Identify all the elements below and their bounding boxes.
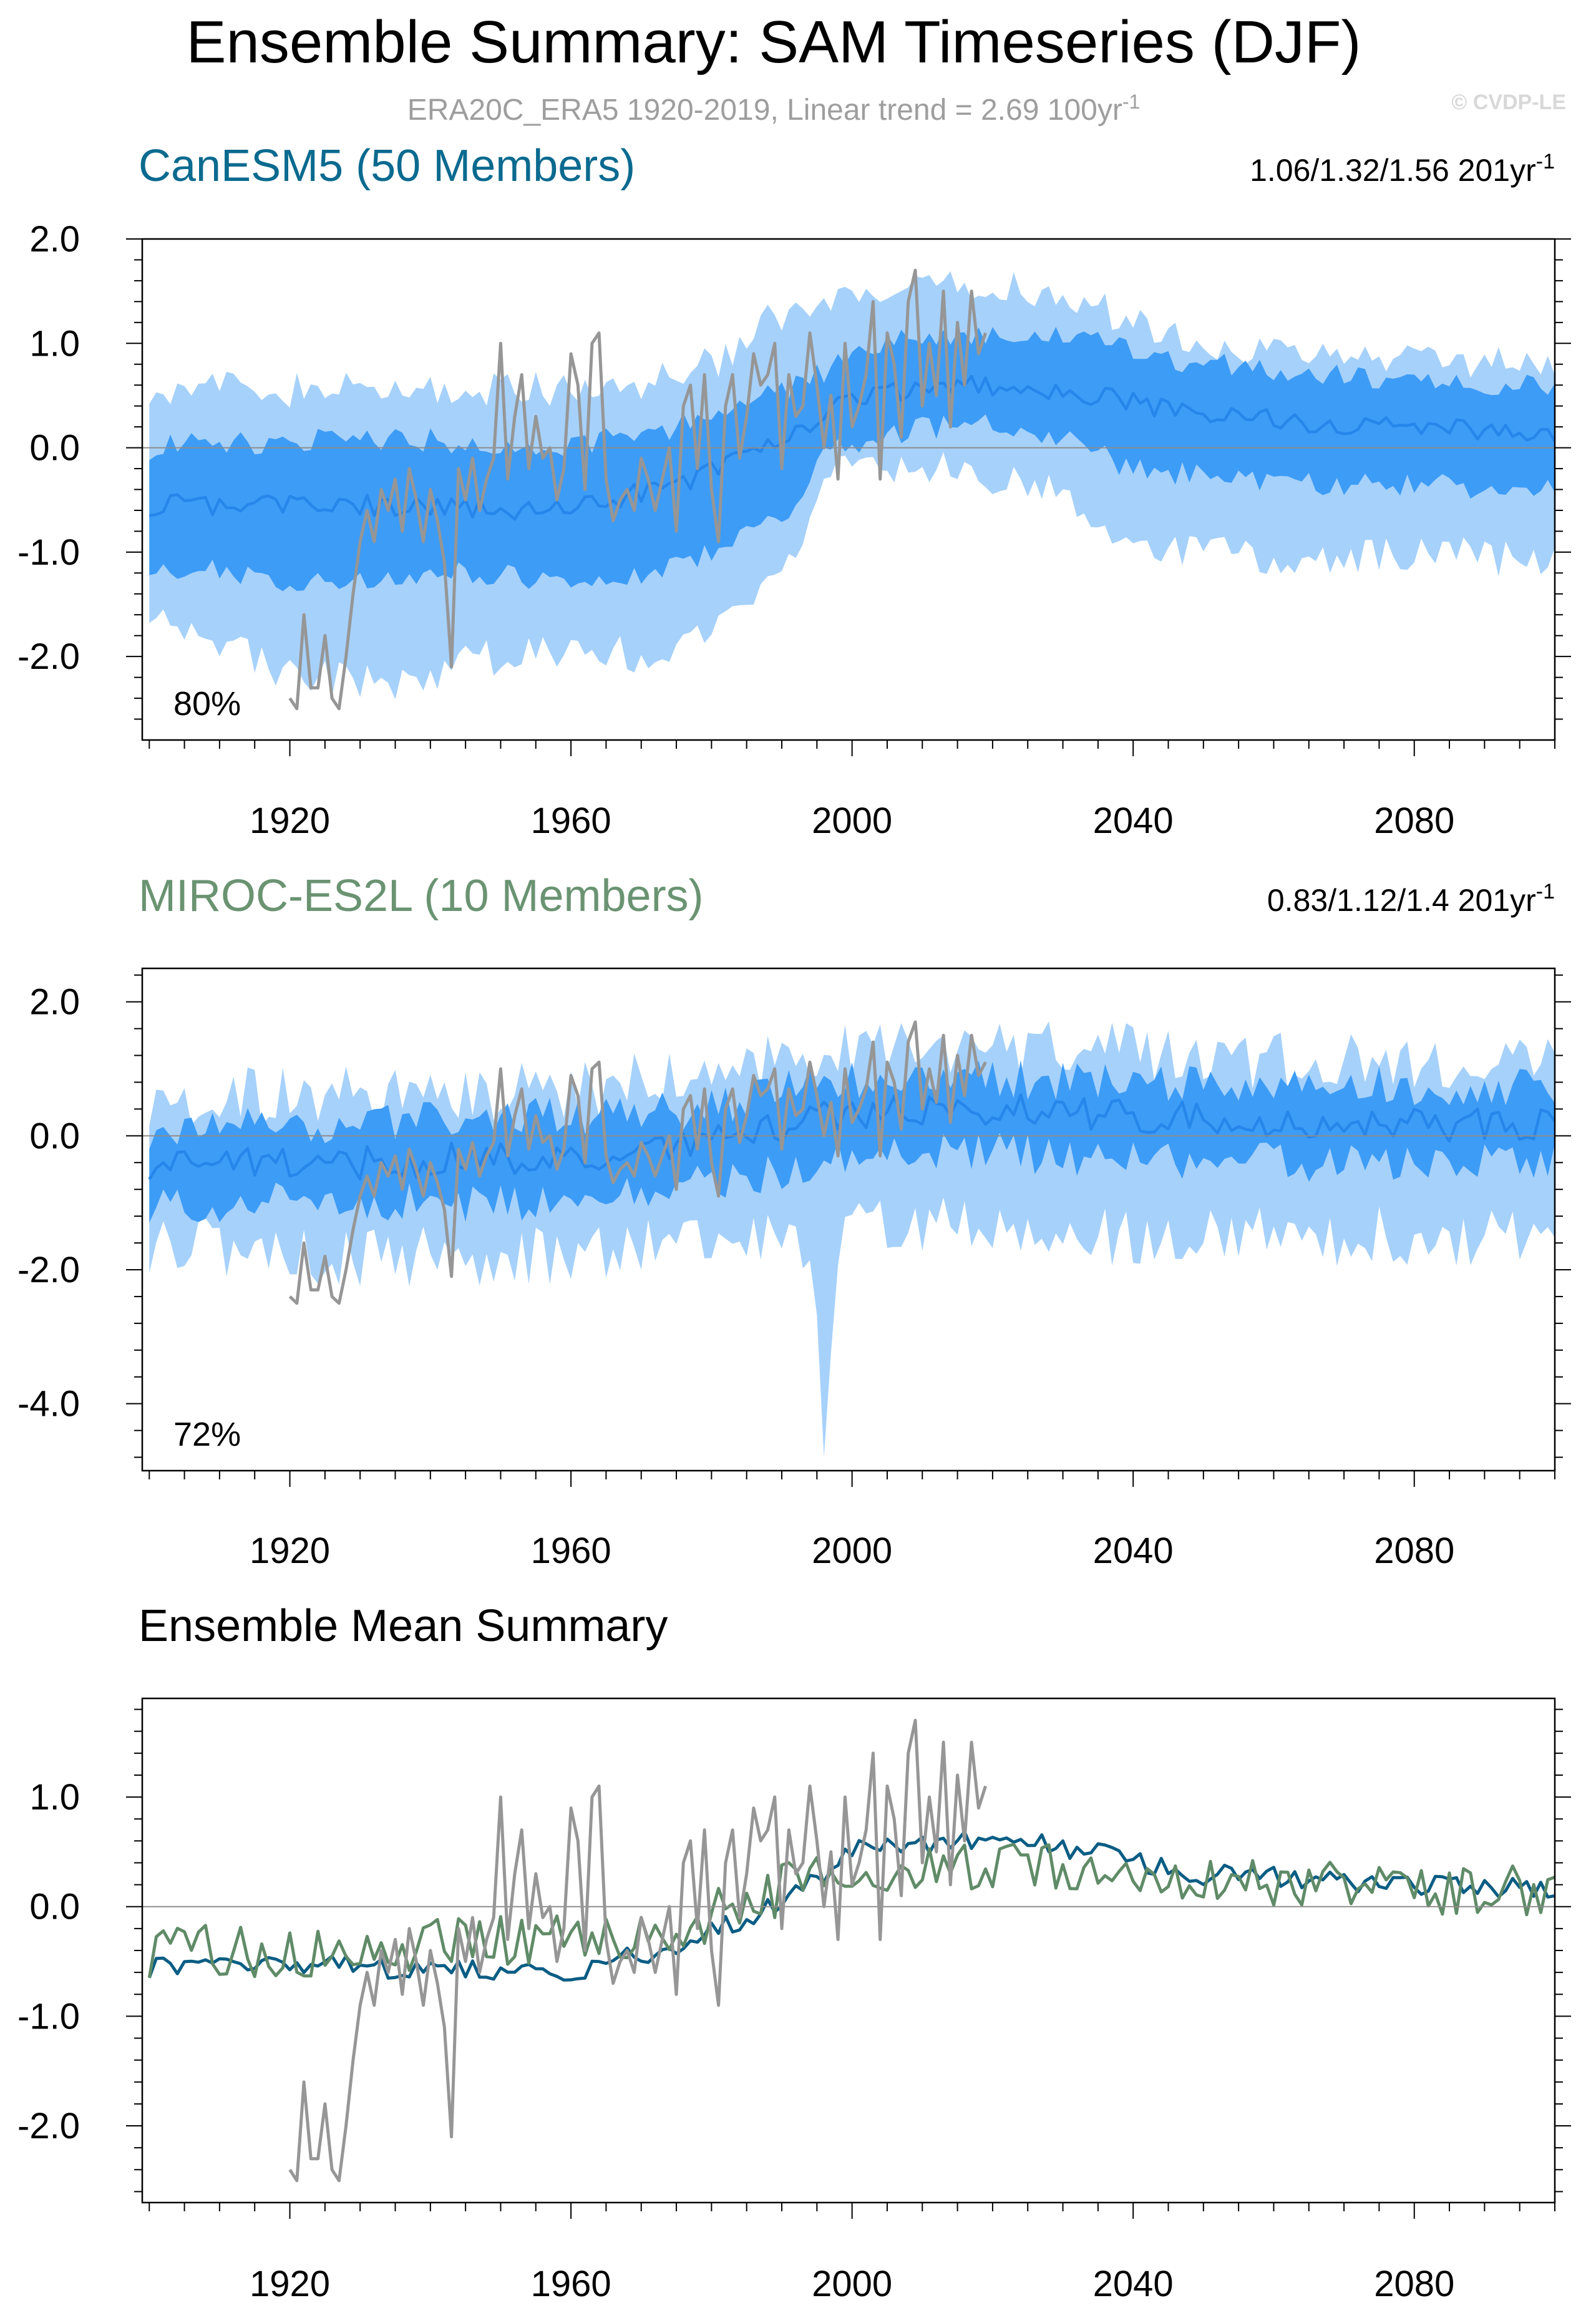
observations-line bbox=[288, 268, 987, 711]
x-tick-label: 1920 bbox=[250, 2264, 330, 2304]
x-tick-label: 2040 bbox=[1093, 801, 1174, 841]
panel-ensemble-mean-summary: Ensemble Mean Summary 1920 1960 2000 2040 208… bbox=[17, 1601, 1571, 2304]
y-tick-label: 0.0 bbox=[29, 1116, 80, 1156]
plot-area bbox=[142, 1718, 1555, 2183]
y-tick-label: -2.0 bbox=[17, 1250, 80, 1290]
plot-frame bbox=[141, 1697, 1556, 2204]
x-tick-label: 2000 bbox=[812, 801, 892, 841]
x-tick-label: 1960 bbox=[531, 1531, 611, 1571]
y-tick-label: -4.0 bbox=[17, 1384, 80, 1424]
x-tick-label: 1920 bbox=[250, 1531, 330, 1571]
panel-canesm5: CanESM5 (50 Members) 1.06/1.32/1.56 201yr… bbox=[17, 141, 1571, 841]
panel-title: MIROC-ES2L (10 Members) bbox=[139, 871, 704, 921]
x-tick-label: 2040 bbox=[1093, 2264, 1174, 2304]
y-tick-label: 2.0 bbox=[29, 219, 80, 260]
x-tick-label: 1960 bbox=[531, 801, 611, 841]
y-tick-label: -2.0 bbox=[17, 636, 80, 677]
observations-line bbox=[288, 1718, 987, 2183]
y-tick-label: -1.0 bbox=[17, 1996, 80, 2037]
inner-range-band bbox=[149, 1060, 1555, 1223]
coverage-label: 80% bbox=[173, 685, 241, 723]
miroc-mean-line bbox=[147, 1843, 1555, 1979]
observations-line bbox=[288, 1020, 987, 1305]
x-tick-label: 2080 bbox=[1374, 801, 1454, 841]
panel-title: Ensemble Mean Summary bbox=[139, 1601, 668, 1651]
watermark: © CVDP-LE bbox=[1451, 90, 1566, 114]
inner-range-band bbox=[149, 326, 1555, 592]
x-tick-label: 2000 bbox=[812, 1531, 892, 1571]
x-tick-label: 2080 bbox=[1374, 1531, 1454, 1571]
panel-title: CanESM5 (50 Members) bbox=[139, 141, 635, 191]
y-tick-label: -1.0 bbox=[17, 532, 80, 573]
panel-miroc-es2l: MIROC-ES2L (10 Members) 0.83/1.12/1.4 201… bbox=[17, 871, 1571, 1571]
y-tick-label: 0.0 bbox=[29, 428, 80, 469]
x-tick-label: 2080 bbox=[1374, 2264, 1454, 2304]
y-tick-label: 1.0 bbox=[29, 323, 80, 364]
figure-subtitle: ERA20C_ERA5 1920-2019, Linear trend = 2.… bbox=[407, 90, 1141, 127]
x-tick-label: 2000 bbox=[812, 2264, 892, 2304]
trend-label: 1.06/1.32/1.56 201yr-1 bbox=[1250, 150, 1555, 188]
plot-frame bbox=[141, 967, 1556, 1472]
y-tick-label: 1.0 bbox=[29, 1777, 80, 1818]
y-tick-label: -2.0 bbox=[17, 2106, 80, 2146]
x-tick-label: 2040 bbox=[1093, 1531, 1174, 1571]
x-tick-label: 1920 bbox=[250, 801, 330, 841]
plot-area bbox=[142, 268, 1555, 711]
x-tick-label: 1960 bbox=[531, 2264, 611, 2304]
y-tick-label: 2.0 bbox=[29, 982, 80, 1023]
trend-label: 0.83/1.12/1.4 201yr-1 bbox=[1267, 880, 1555, 918]
figure-title: Ensemble Summary: SAM Timeseries (DJF) bbox=[186, 9, 1361, 75]
y-tick-label: 0.0 bbox=[29, 1887, 80, 1927]
coverage-label: 72% bbox=[173, 1416, 241, 1453]
plot-area bbox=[142, 1020, 1555, 1457]
